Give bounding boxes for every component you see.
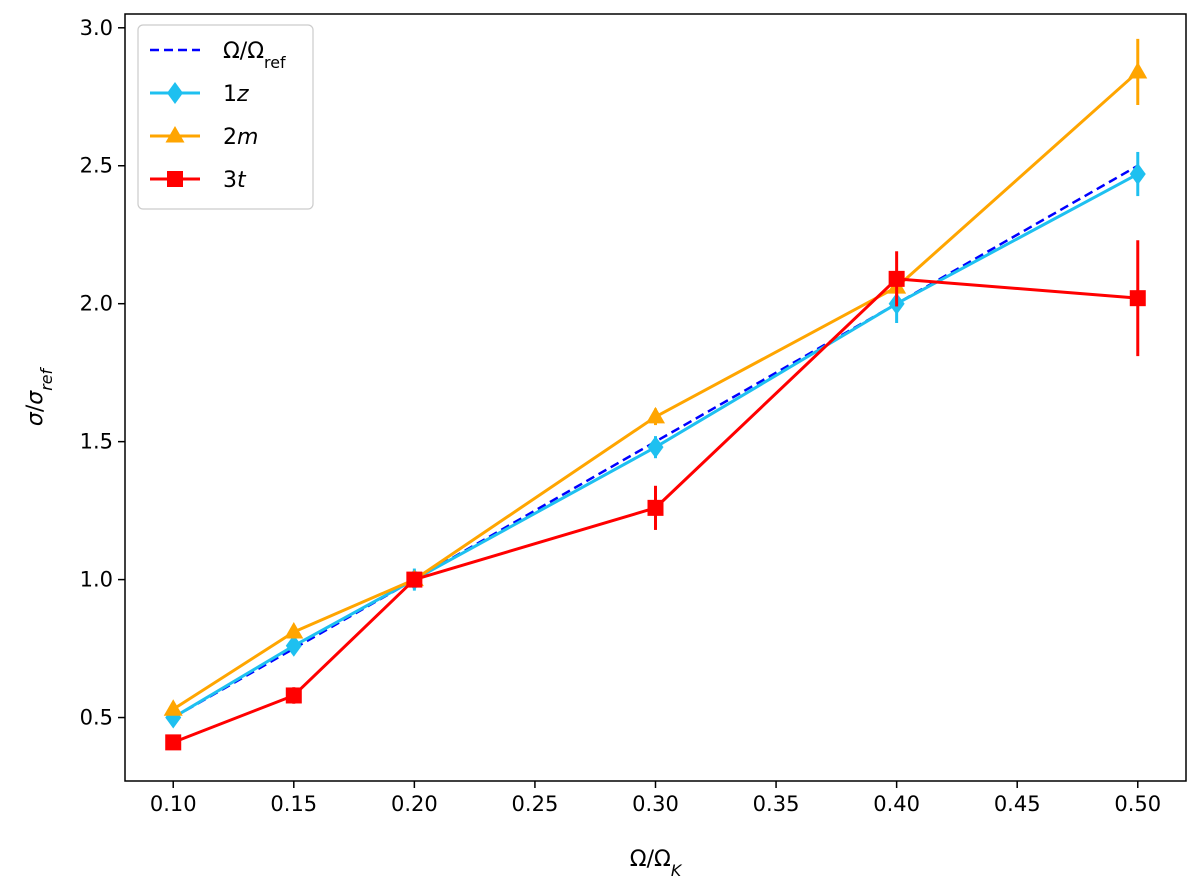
legend-marker-3 — [167, 171, 183, 187]
series-3 — [165, 240, 1146, 751]
y-tick-label: 2.5 — [80, 154, 113, 178]
data-point-3-3 — [647, 499, 664, 516]
x-tick-label: 0.40 — [873, 792, 920, 816]
data-point-2-1 — [284, 622, 304, 639]
data-point-3-4 — [888, 270, 905, 287]
plot-area — [163, 38, 1148, 751]
data-point-3-2 — [406, 571, 423, 588]
x-tick-label: 0.25 — [512, 792, 559, 816]
x-tick-label: 0.45 — [994, 792, 1041, 816]
legend-box — [137, 24, 314, 210]
y-tick-label: 1.5 — [80, 430, 113, 454]
legend-marker-1 — [167, 82, 183, 104]
y-tick-label: 3.0 — [80, 16, 113, 40]
data-point-2-5 — [1128, 61, 1148, 79]
x-tick-label: 0.15 — [270, 792, 317, 816]
y-axis-label: σ/σref — [23, 367, 56, 427]
x-tick-label: 0.50 — [1114, 792, 1161, 816]
x-tick-label: 0.35 — [753, 792, 800, 816]
series-line-0 — [172, 164, 1139, 719]
legend-label-2: 2m — [223, 125, 258, 150]
data-point-2-0 — [163, 699, 183, 716]
data-point-1-3 — [647, 436, 664, 459]
data-point-3-0 — [165, 734, 182, 751]
axes: 0.10 0.15 0.20 0.25 0.30 0.35 0.40 0.45 0.50 0.5 1… — [23, 13, 1187, 878]
y-tick-label: 0.5 — [80, 706, 113, 730]
x-tick-label: 0.20 — [391, 792, 438, 816]
y-tick-label: 2.0 — [80, 292, 113, 316]
series-0 — [172, 164, 1139, 719]
legend-label-3: 3t — [223, 168, 247, 193]
data-point-1-1 — [285, 634, 302, 657]
legend-label-0: Ω/Ωref — [223, 39, 286, 72]
data-point-3-5 — [1129, 290, 1146, 307]
data-point-3-1 — [285, 687, 302, 704]
y-tick-label: 1.0 — [80, 568, 113, 592]
legend: Ω/Ωref 1z 2m 3t — [137, 24, 314, 210]
legend-marker-2 — [165, 126, 185, 143]
data-point-2-3 — [646, 406, 665, 424]
x-tick-label: 0.10 — [150, 792, 197, 816]
x-tick-label: 0.30 — [632, 792, 679, 816]
series-line-3 — [172, 277, 1138, 744]
series-line-2 — [172, 70, 1139, 711]
x-axis-label: Ω/ΩK — [630, 847, 683, 878]
legend-label-1: 1z — [223, 82, 249, 107]
data-point-1-5 — [1129, 163, 1146, 186]
series-1 — [165, 151, 1146, 729]
